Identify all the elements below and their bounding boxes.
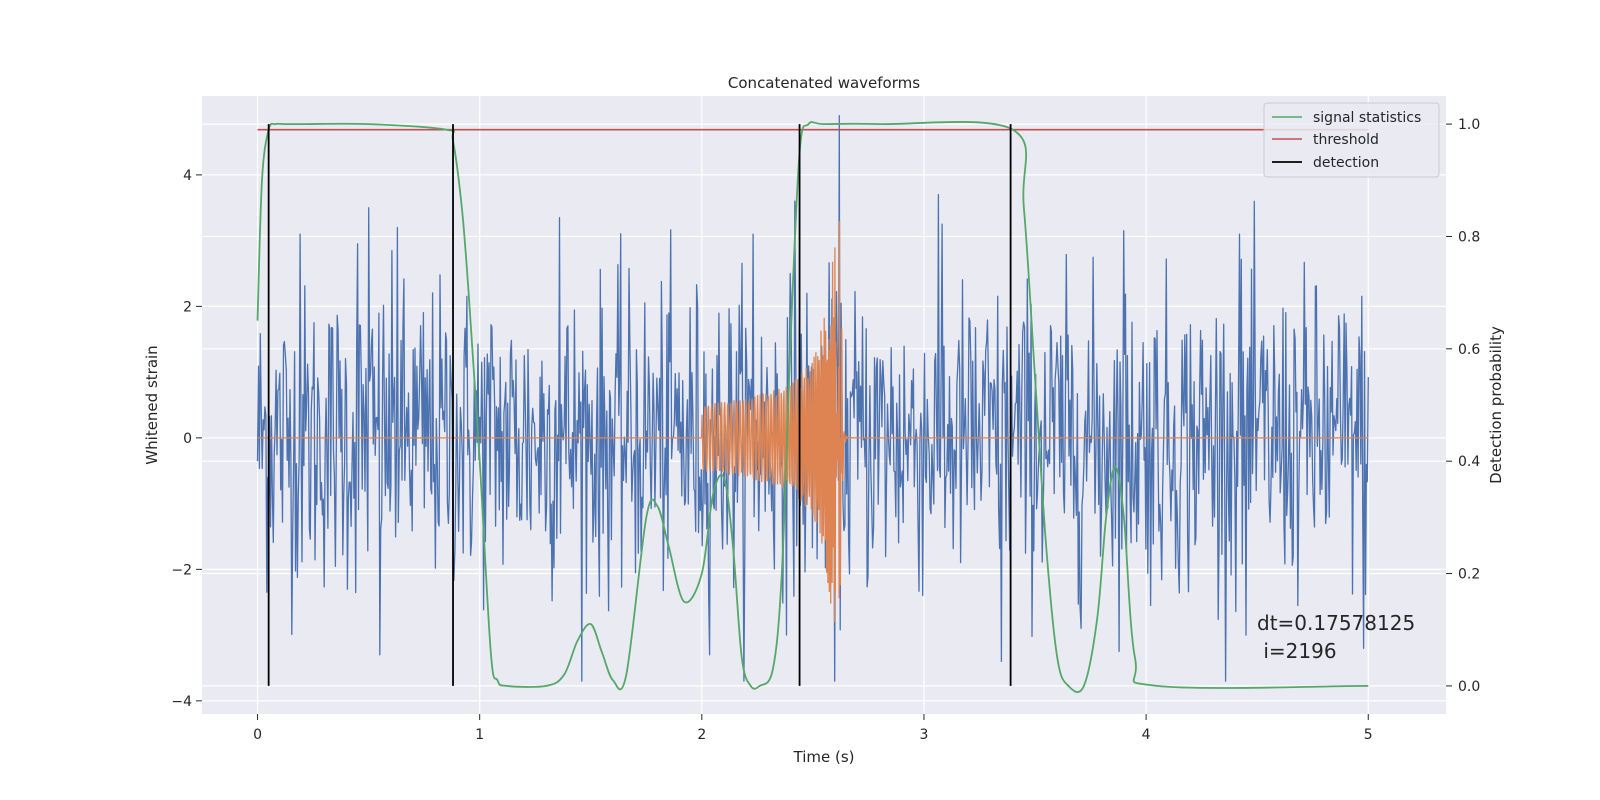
y-tick-label: 0 (183, 431, 192, 447)
y-axis-label: Whitened strain (143, 345, 161, 464)
annotation-dt: dt=0.17578125 (1257, 611, 1415, 635)
legend-label-threshold: threshold (1313, 132, 1379, 148)
legend: signal statistics threshold detection (1263, 102, 1440, 178)
y-tick-label: 4 (183, 168, 192, 184)
data-layer (256, 115, 1369, 693)
ticks: 0 1 2 3 4 5 −4 −2 0 2 4 0.0 0.2 0.4 0.6 0.8 1.0 (171, 117, 1480, 743)
y2-tick-label: 0.8 (1458, 229, 1480, 245)
y2-tick-label: 0.2 (1458, 567, 1480, 583)
x-tick-label: 5 (1364, 727, 1373, 743)
y2-tick-label: 0.6 (1458, 342, 1480, 358)
y-tick-label: 2 (183, 299, 192, 315)
legend-label-detection: detection (1313, 155, 1379, 171)
y-tick-label: −4 (171, 694, 192, 710)
y-tick-label: −2 (171, 562, 192, 578)
waveform-series-line (257, 221, 1369, 623)
x-axis-label: Time (s) (793, 748, 855, 766)
signal-statistics-line (256, 121, 1369, 693)
chart-title: Concatenated waveforms (728, 74, 920, 92)
legend-label-signal-statistics: signal statistics (1313, 110, 1421, 126)
y2-axis-label: Detection probability (1487, 326, 1505, 484)
legend-box (1263, 102, 1440, 178)
annotation-i: i=2196 (1257, 639, 1337, 663)
x-tick-label: 3 (920, 727, 929, 743)
x-tick-label: 0 (253, 727, 262, 743)
y2-tick-label: 1.0 (1458, 117, 1480, 133)
x-tick-label: 1 (475, 727, 484, 743)
y2-tick-label: 0.0 (1458, 679, 1480, 695)
x-tick-label: 2 (697, 727, 706, 743)
y2-tick-label: 0.4 (1458, 454, 1480, 470)
x-tick-label: 4 (1142, 727, 1151, 743)
